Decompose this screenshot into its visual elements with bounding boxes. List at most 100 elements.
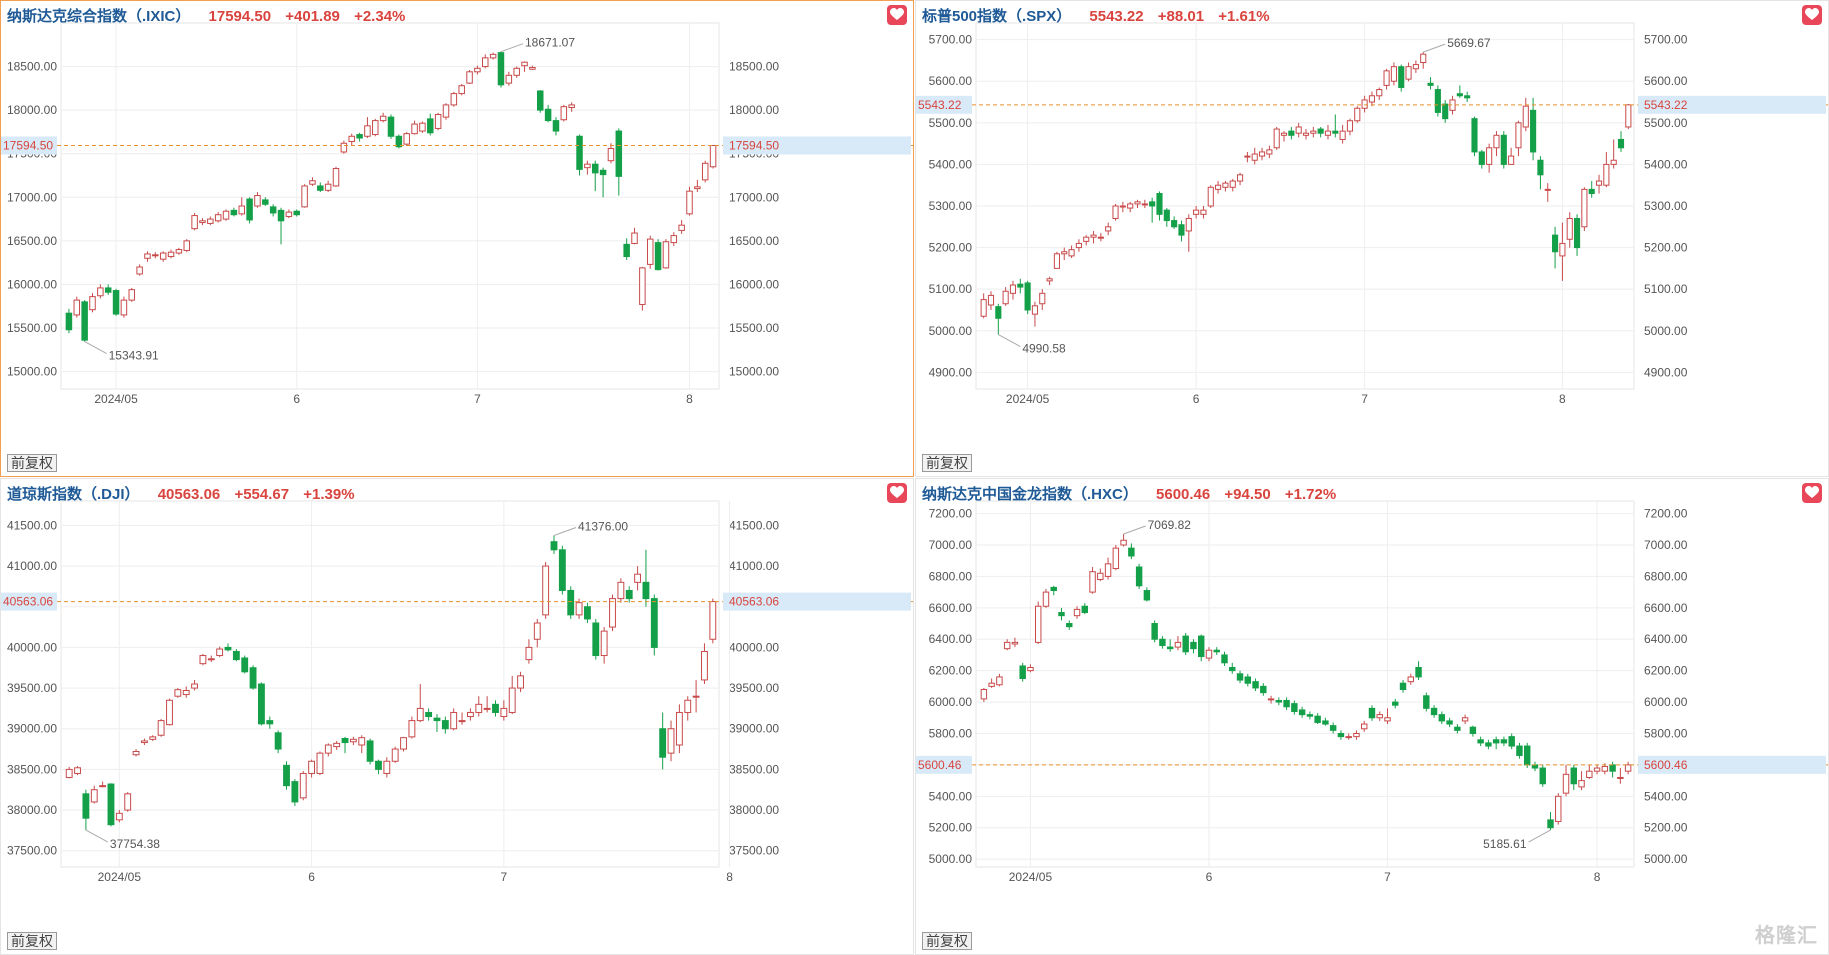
candle-down [1547, 819, 1554, 829]
favorite-heart-icon[interactable] [887, 483, 907, 503]
candle-down [1471, 118, 1478, 153]
favorite-heart-icon[interactable] [887, 5, 907, 25]
candle-down [427, 118, 434, 134]
candle-down [1017, 283, 1024, 288]
y-tick-label-right: 5200.00 [1644, 821, 1688, 835]
candle-up [529, 66, 536, 70]
low-marker-line [84, 341, 107, 355]
candle-up [458, 720, 466, 723]
candle-down [1252, 681, 1259, 689]
y-tick-label-right: 38000.00 [729, 803, 779, 817]
candle-up [1515, 122, 1522, 149]
candle-up [333, 742, 341, 748]
candle-down [1151, 623, 1158, 640]
high-marker-line [553, 527, 577, 536]
candle-down [1477, 739, 1484, 744]
y-tick-label-left: 7200.00 [929, 507, 973, 521]
candle-up [1522, 105, 1529, 128]
candle-up [383, 760, 391, 774]
candle-down [1368, 707, 1376, 719]
candle-up [1141, 203, 1148, 206]
candle-up [1027, 667, 1034, 672]
candle-down [291, 781, 299, 803]
candle-down [1221, 654, 1228, 664]
x-tick-label: 6 [308, 870, 315, 884]
low-annotation: 37754.38 [110, 837, 160, 851]
candle-down [341, 737, 349, 744]
index-change: +94.50 [1224, 486, 1271, 503]
candle-down [1588, 188, 1595, 195]
candle-down [317, 185, 324, 191]
candle-up [364, 125, 371, 137]
price-tag-left [1, 136, 57, 155]
high-marker-line [500, 43, 524, 53]
y-tick-label-right: 5200.00 [1644, 241, 1688, 255]
y-tick-label-left: 16500.00 [7, 234, 57, 248]
candle-up [403, 133, 410, 145]
candle-up [1601, 765, 1609, 772]
y-tick-label-left: 6200.00 [929, 664, 973, 678]
adjust-mode-button[interactable]: 前复权 [7, 932, 57, 950]
x-tick-label: 7 [1384, 870, 1391, 884]
candle-up [483, 707, 491, 710]
adjust-mode-button[interactable]: 前复权 [7, 454, 57, 472]
current-price-label-right: 5543.22 [1644, 98, 1688, 112]
candle-down [567, 589, 575, 616]
candle-up [1368, 95, 1375, 103]
candle-up [667, 728, 675, 754]
candle-up [191, 215, 198, 230]
candle-up [132, 751, 140, 756]
candle-up [1407, 676, 1415, 683]
candle-up [182, 690, 190, 696]
candle-down [1197, 635, 1205, 658]
candle-down [1530, 109, 1537, 153]
y-tick-label-right: 17000.00 [729, 190, 779, 204]
candle-down [241, 657, 249, 673]
price-tag-left [1, 592, 57, 611]
panel-header: 道琼斯指数（.DJI） 40563.06 +554.67 +1.39% [7, 483, 365, 503]
favorite-heart-icon[interactable] [1802, 5, 1822, 25]
candle-up [316, 752, 324, 774]
candle-down [425, 711, 433, 718]
y-tick-label-left: 5000.00 [929, 852, 973, 866]
candle-up [1544, 188, 1551, 191]
candle-up [475, 703, 483, 713]
candle-down [1617, 138, 1625, 149]
candle-down [366, 740, 374, 762]
candle-down [1213, 649, 1220, 653]
candle-up [1581, 188, 1588, 228]
candle-up [692, 695, 700, 698]
candle-up [216, 648, 224, 657]
candle-down [1159, 638, 1166, 647]
index-change: +88.01 [1157, 8, 1205, 25]
adjust-mode-button[interactable]: 前复权 [922, 932, 972, 950]
candle-down [1024, 282, 1031, 311]
candle-up [199, 655, 207, 665]
candle-up [90, 789, 98, 803]
candle-down [592, 622, 600, 657]
candle-down [1128, 547, 1135, 557]
candle-down [623, 243, 630, 258]
y-tick-label-right: 6200.00 [1644, 664, 1688, 678]
y-tick-label-left: 5000.00 [929, 324, 973, 338]
y-tick-label-left: 4900.00 [929, 365, 973, 379]
candle-up [1562, 773, 1570, 794]
candle-up [1566, 217, 1573, 240]
candle-up [662, 241, 670, 269]
candle-down [1143, 590, 1151, 601]
candle-down [552, 120, 560, 132]
candle-down [650, 598, 658, 648]
candle-down [1469, 726, 1477, 734]
candle-up [560, 106, 568, 121]
x-tick-label: 7 [474, 392, 481, 406]
candle-down [395, 135, 403, 148]
candle-down [356, 134, 363, 139]
current-price-label-left: 17594.50 [3, 138, 53, 152]
candle-down [104, 287, 112, 293]
candle-up [701, 650, 708, 681]
candle-up [1073, 608, 1081, 617]
candle-up [1360, 723, 1368, 730]
adjust-mode-button[interactable]: 前复权 [922, 454, 972, 472]
favorite-heart-icon[interactable] [1802, 483, 1822, 503]
candle-up [1486, 147, 1493, 165]
